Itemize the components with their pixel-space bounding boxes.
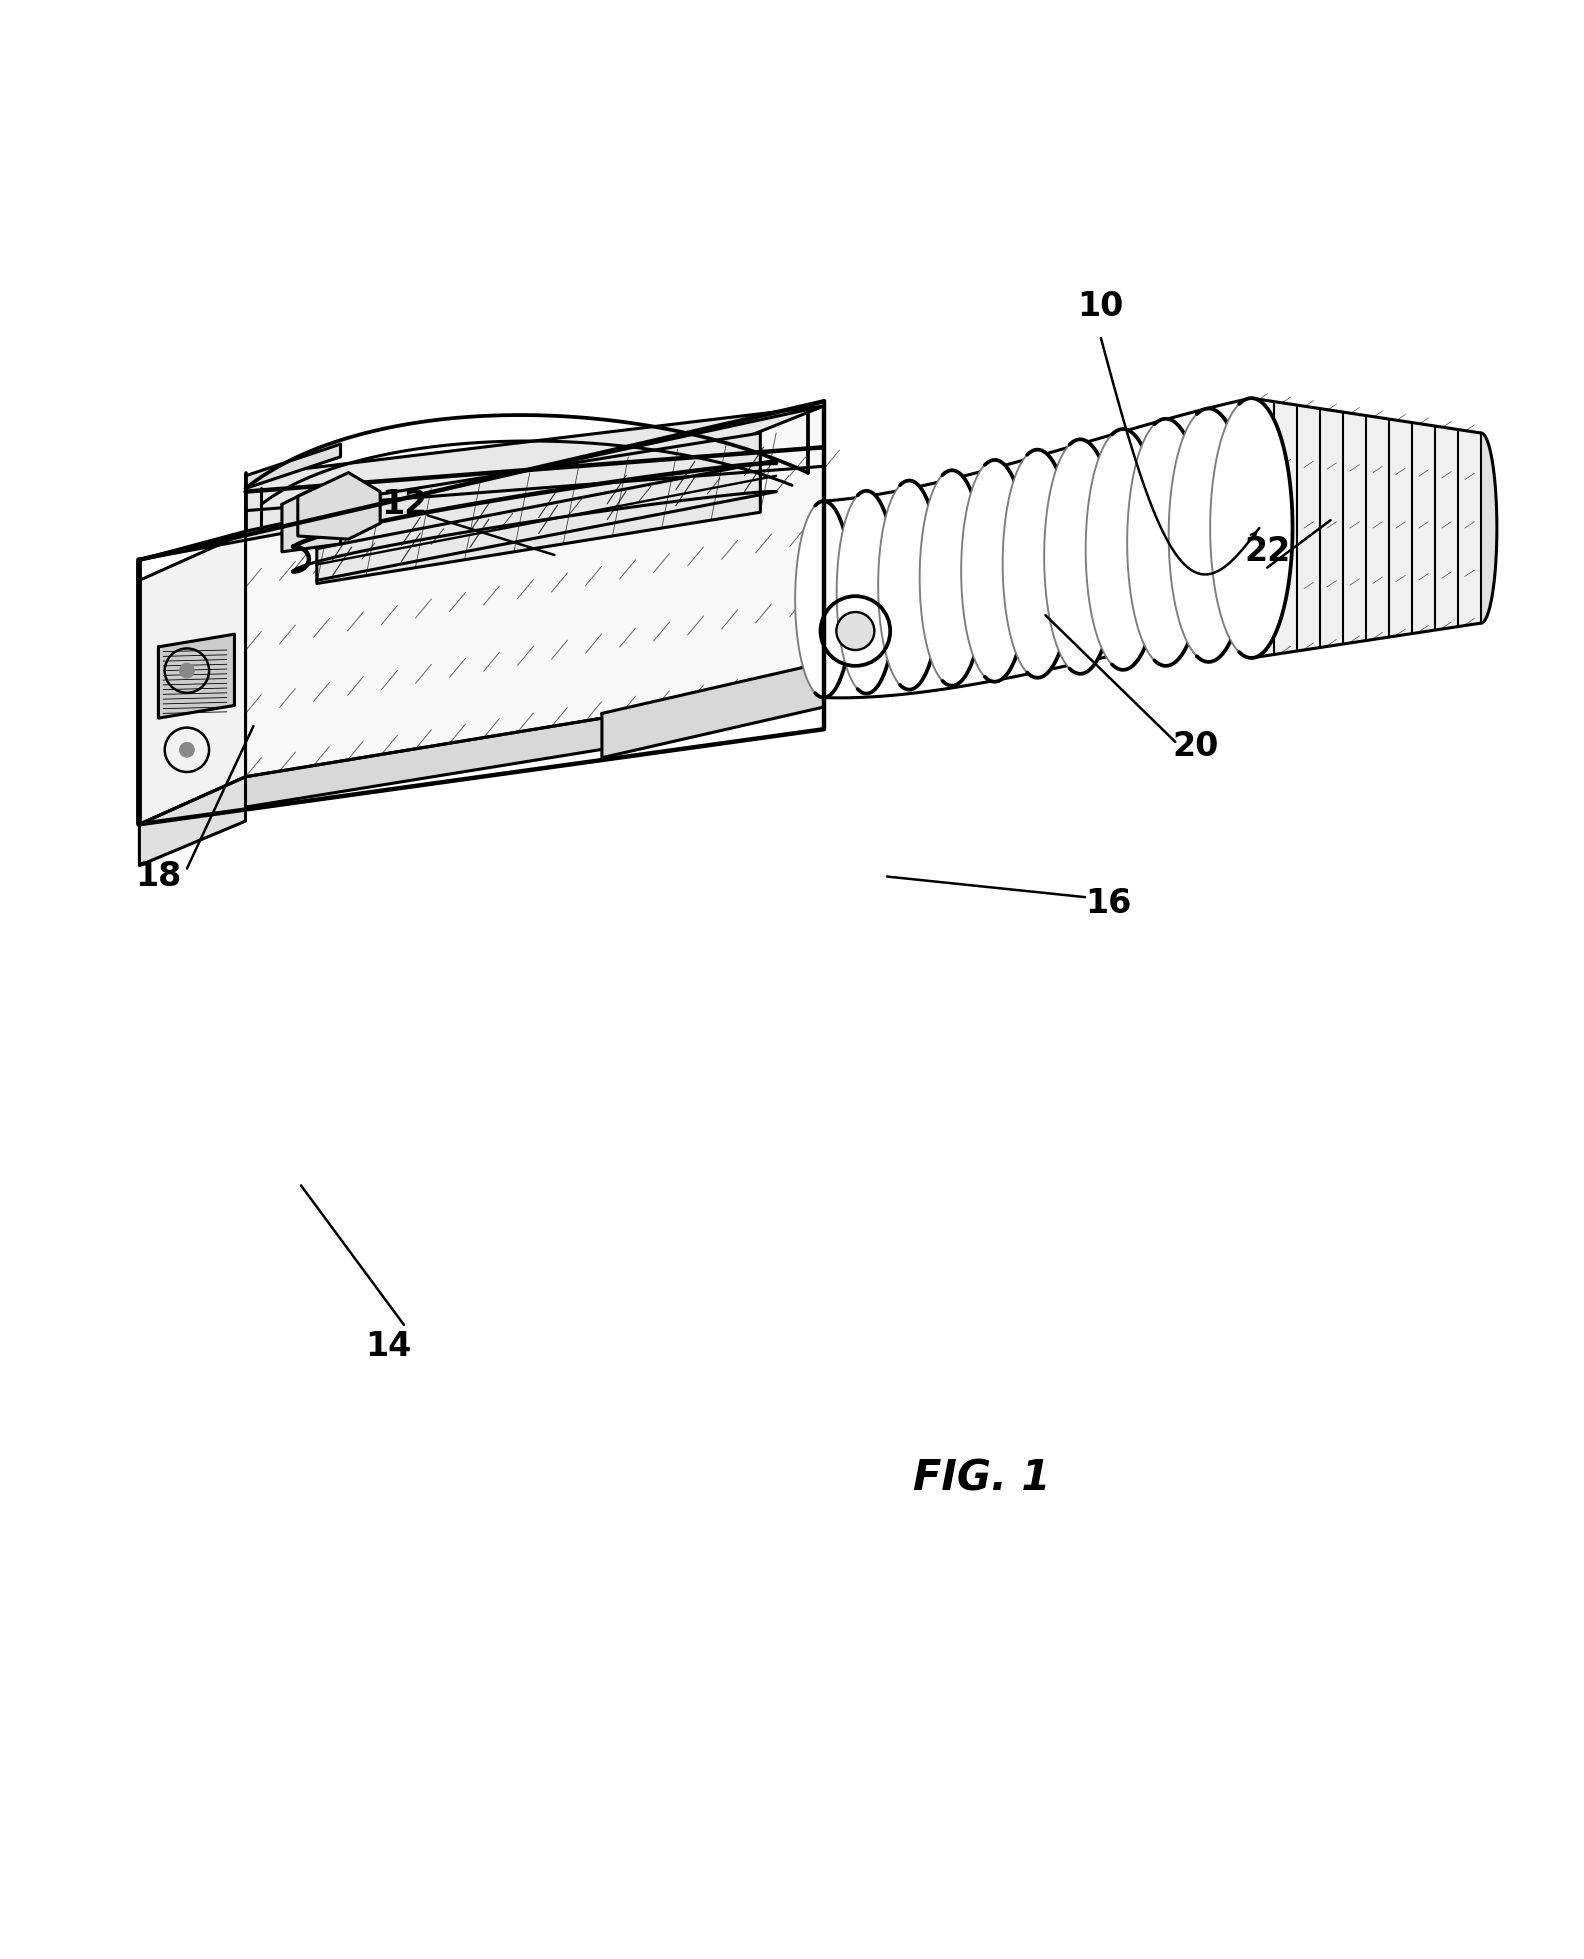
Polygon shape <box>878 480 941 690</box>
Polygon shape <box>1251 398 1481 658</box>
Polygon shape <box>1044 439 1117 674</box>
Polygon shape <box>836 492 897 693</box>
Text: 20: 20 <box>1172 731 1220 764</box>
Text: FIG. 1: FIG. 1 <box>914 1457 1050 1499</box>
Text: 10: 10 <box>1077 290 1125 323</box>
Text: 12: 12 <box>380 488 428 521</box>
Polygon shape <box>298 472 380 539</box>
Polygon shape <box>795 502 852 697</box>
Polygon shape <box>1481 433 1497 623</box>
Polygon shape <box>139 778 246 866</box>
Text: 18: 18 <box>135 860 182 893</box>
Polygon shape <box>317 433 760 584</box>
Polygon shape <box>1169 409 1248 662</box>
Circle shape <box>179 742 195 758</box>
Text: 16: 16 <box>1085 887 1133 921</box>
Polygon shape <box>602 662 824 758</box>
Circle shape <box>179 662 195 678</box>
Polygon shape <box>246 406 824 778</box>
Polygon shape <box>961 460 1028 682</box>
Polygon shape <box>1085 429 1161 670</box>
Text: 14: 14 <box>364 1330 412 1363</box>
Circle shape <box>836 611 874 650</box>
Polygon shape <box>139 682 824 825</box>
Polygon shape <box>920 470 984 686</box>
Polygon shape <box>246 445 341 488</box>
Polygon shape <box>1003 451 1072 678</box>
Polygon shape <box>158 635 234 719</box>
Polygon shape <box>139 533 246 825</box>
Polygon shape <box>1210 398 1293 658</box>
Text: 22: 22 <box>1243 535 1291 568</box>
Polygon shape <box>139 406 824 560</box>
Polygon shape <box>282 488 341 552</box>
Polygon shape <box>1128 419 1204 666</box>
